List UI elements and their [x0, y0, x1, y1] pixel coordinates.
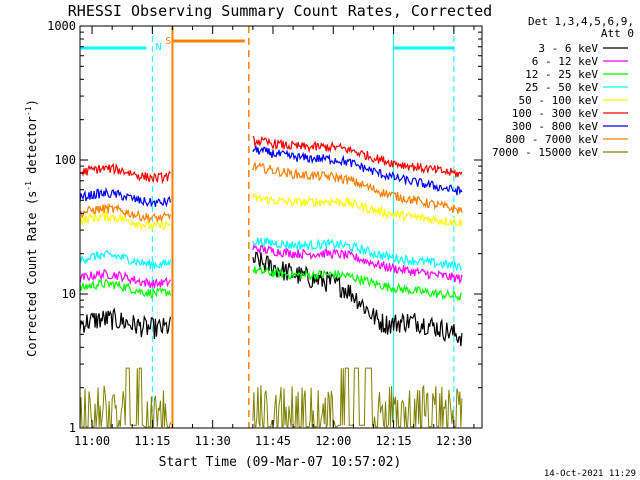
x-tick-label: 12:30 [436, 434, 472, 448]
series-line-6-12-kev-seg1 [79, 269, 171, 289]
legend-entry-label: 100 - 300 keV [512, 107, 598, 120]
legend-entry-label: 12 - 25 keV [525, 68, 598, 81]
series-line-3-6-kev-seg1 [79, 307, 171, 340]
x-tick-label: 11:45 [255, 434, 291, 448]
series-line-12-25-kev-seg2 [252, 266, 463, 302]
series-line-25-50-kev-seg1 [79, 249, 171, 270]
x-tick-label: 11:30 [195, 434, 231, 448]
y-tick-label: 1000 [47, 19, 76, 33]
legend-entry-label: 300 - 800 keV [512, 120, 598, 133]
y-tick-label: 100 [54, 153, 76, 167]
series-line-300-800-kev-seg1 [79, 186, 171, 208]
legend-header-line-1: Det 1,3,4,5,6,9, [528, 15, 634, 28]
series-line-6-12-kev-seg2 [252, 244, 463, 285]
series-line-800-7000-kev-seg2 [252, 161, 463, 214]
series-line-25-50-kev-seg2 [252, 236, 463, 271]
legend-header-line-2: Att 0 [601, 27, 634, 40]
series-line-800-7000-kev-seg1 [79, 202, 171, 223]
x-axis-label: Start Time (09-Mar-07 10:57:02) [159, 455, 402, 470]
legend-entry-label: 50 - 100 keV [519, 94, 599, 107]
legend-entry-label: 7000 - 15000 keV [492, 146, 598, 159]
y-axis-label: Corrected Count Rate (s-1 detector-1) [24, 99, 39, 357]
series-line-100-300-kev-seg1 [79, 162, 171, 185]
series-line-50-100-kev-seg2 [252, 193, 463, 227]
series-line-7000-15000-kev-seg2 [252, 367, 463, 429]
legend-entry-label: 3 - 6 keV [538, 42, 598, 55]
x-tick-label: 11:15 [134, 434, 170, 448]
chart-title: RHESSI Observing Summary Count Rates, Co… [68, 2, 492, 20]
plot-content: NS [79, 26, 463, 429]
y-tick-label: 1 [69, 421, 76, 435]
saa-annotation: S [165, 36, 171, 47]
series-line-12-25-kev-seg1 [79, 278, 171, 299]
axes: 1 10 100 1000 11:00 11:15 11:30 11:45 12:00 12:15… [47, 19, 483, 448]
x-tick-label: 12:00 [315, 434, 351, 448]
legend-entry-label: 6 - 12 keV [532, 55, 599, 68]
plot-frame [79, 25, 483, 429]
series-line-100-300-kev-seg2 [252, 135, 463, 178]
footer-timestamp: 14-Oct-2021 11:29 [544, 469, 636, 479]
series-line-3-6-kev-seg2 [252, 251, 463, 347]
x-tick-label: 12:15 [375, 434, 411, 448]
x-tick-label: 11:00 [74, 434, 110, 448]
legend-entry-label: 800 - 7000 keV [505, 133, 598, 146]
night-annotation: N [156, 42, 162, 53]
series-line-7000-15000-kev-seg1 [79, 367, 171, 429]
series-line-300-800-kev-seg2 [252, 145, 463, 196]
legend-entry-label: 25 - 50 keV [525, 81, 598, 94]
y-tick-label: 10 [62, 287, 76, 301]
